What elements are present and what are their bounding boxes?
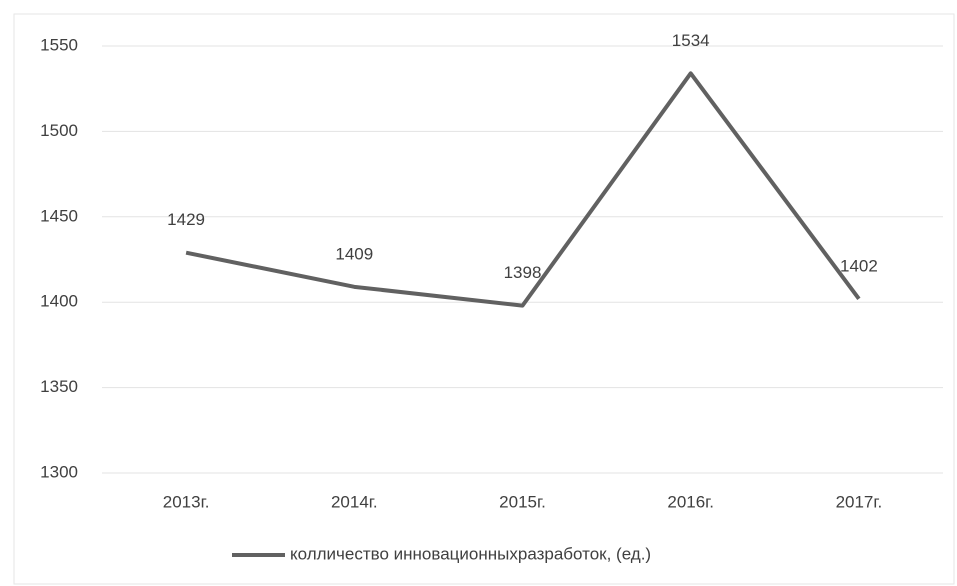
data-label: 1398: [504, 263, 542, 282]
x-tick-label: 2014г.: [331, 492, 378, 511]
x-tick-label: 2015г.: [499, 492, 546, 511]
y-tick-label: 1350: [40, 377, 78, 396]
x-tick-label: 2013г.: [163, 492, 210, 511]
data-label: 1534: [672, 31, 710, 50]
x-tick-label: 2017г.: [836, 492, 883, 511]
chart-border: [13, 13, 955, 585]
y-tick-label: 1550: [40, 35, 78, 54]
data-line: [185, 71, 861, 308]
y-tick-label: 1300: [40, 462, 78, 481]
legend-label: колличество инновационныхразработок, (ед…: [290, 544, 651, 563]
data-label: 1409: [335, 244, 373, 263]
y-tick-label: 1450: [40, 206, 78, 225]
y-tick-label: 1400: [40, 292, 78, 311]
data-label: 1402: [840, 256, 878, 275]
x-tick-label: 2016г.: [667, 492, 714, 511]
data-label: 1429: [167, 210, 205, 229]
y-tick-label: 1500: [40, 121, 78, 140]
